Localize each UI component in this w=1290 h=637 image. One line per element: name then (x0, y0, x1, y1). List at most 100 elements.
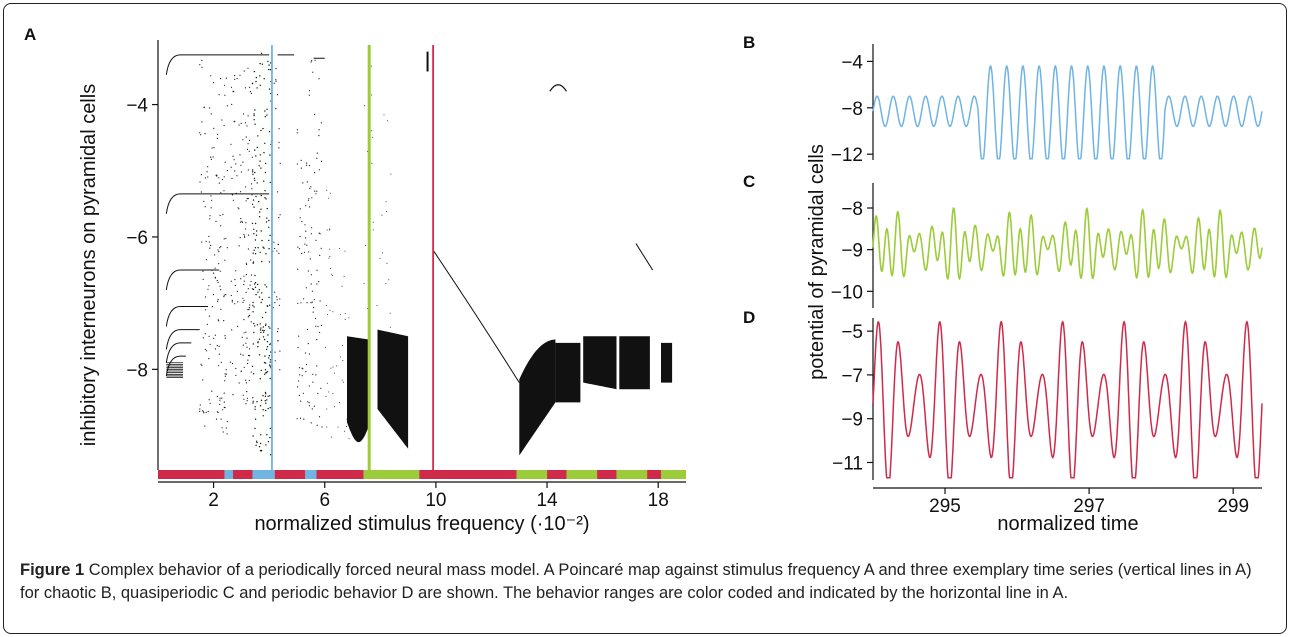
map-point (261, 298, 263, 301)
map-point (386, 120, 388, 122)
map-point (224, 335, 226, 337)
map-point (237, 301, 239, 303)
map-point (343, 275, 345, 277)
map-point (199, 404, 201, 406)
map-point (264, 400, 266, 402)
map-point (257, 346, 259, 348)
map-point (242, 301, 244, 303)
map-point (306, 181, 308, 183)
map-point (308, 165, 310, 167)
map-point (326, 229, 328, 231)
map-point (267, 441, 270, 443)
map-point (214, 334, 216, 336)
panel-c-y-ticks: −8 −9 −10 (831, 199, 873, 303)
map-point (316, 339, 318, 341)
map-point (247, 143, 249, 145)
map-point (329, 229, 331, 231)
map-point (204, 348, 206, 350)
map-point (330, 273, 332, 275)
map-point (245, 228, 247, 230)
map-point (272, 307, 274, 309)
x-tick-label: 6 (319, 490, 330, 511)
caption-text: Complex behavior of a periodically force… (20, 561, 1252, 602)
map-point (234, 284, 236, 287)
map-point (224, 337, 226, 339)
map-point (299, 235, 301, 238)
map-point (225, 237, 227, 239)
map-point (268, 355, 271, 357)
map-point (208, 335, 210, 337)
map-point (308, 90, 310, 92)
map-point (269, 407, 271, 409)
map-point (251, 188, 253, 190)
map-point (218, 94, 220, 96)
map-point (207, 410, 209, 413)
map-point (266, 108, 268, 111)
map-point (240, 122, 242, 124)
map-point (217, 133, 219, 135)
map-point (235, 374, 237, 376)
map-point (300, 167, 302, 169)
map-band (619, 336, 650, 390)
map-point (312, 373, 314, 375)
map-point (274, 360, 276, 362)
map-point (314, 317, 317, 320)
map-point (243, 366, 245, 368)
map-point (215, 174, 217, 176)
map-point (254, 222, 257, 225)
map-point (276, 296, 278, 298)
map-point (216, 411, 218, 413)
map-point (319, 254, 321, 256)
map-point (243, 275, 245, 277)
map-point (309, 206, 311, 208)
map-point (223, 320, 225, 322)
map-point (208, 241, 210, 243)
map-branch (165, 329, 200, 350)
map-point (255, 444, 257, 446)
map-point (264, 395, 267, 397)
map-point (247, 316, 249, 318)
map-point (305, 287, 307, 289)
map-point (250, 280, 252, 283)
map-point (226, 105, 228, 107)
map-point (308, 353, 310, 355)
behavior-segment-periodic (547, 470, 567, 479)
x-tick-label: 2 (208, 490, 219, 511)
map-point (252, 311, 254, 313)
map-point (264, 362, 267, 364)
map-point (231, 177, 233, 179)
map-point (388, 279, 390, 281)
map-point (279, 162, 281, 164)
behavior-segment-quasiperiodic (660, 470, 686, 479)
map-point (383, 114, 385, 116)
map-point (334, 406, 336, 408)
map-point (237, 207, 239, 209)
panel-b-chaotic-series: −4 −8 −12 (831, 44, 1263, 166)
map-point (223, 401, 225, 403)
map-point (256, 146, 258, 149)
map-point (224, 161, 226, 163)
map-point (247, 362, 249, 365)
map-point (215, 418, 218, 420)
panel-b-y-ticks: −4 −8 −12 (831, 52, 873, 166)
x-tick-label: 297 (1073, 496, 1105, 517)
map-point (239, 221, 242, 223)
map-point (253, 249, 255, 251)
map-point (260, 327, 262, 329)
map-point (252, 397, 254, 399)
map-point (254, 418, 257, 420)
map-point (209, 215, 211, 217)
map-point (254, 406, 256, 408)
map-point (311, 197, 313, 199)
map-point (266, 114, 268, 116)
map-point (263, 180, 265, 182)
map-point (220, 78, 222, 80)
map-point (311, 227, 313, 229)
map-point (251, 156, 253, 158)
x-tick-label: 18 (648, 490, 669, 511)
map-point (306, 302, 308, 304)
map-point (390, 173, 392, 175)
map-point (260, 194, 262, 197)
map-point (219, 397, 221, 399)
map-point (297, 268, 299, 270)
